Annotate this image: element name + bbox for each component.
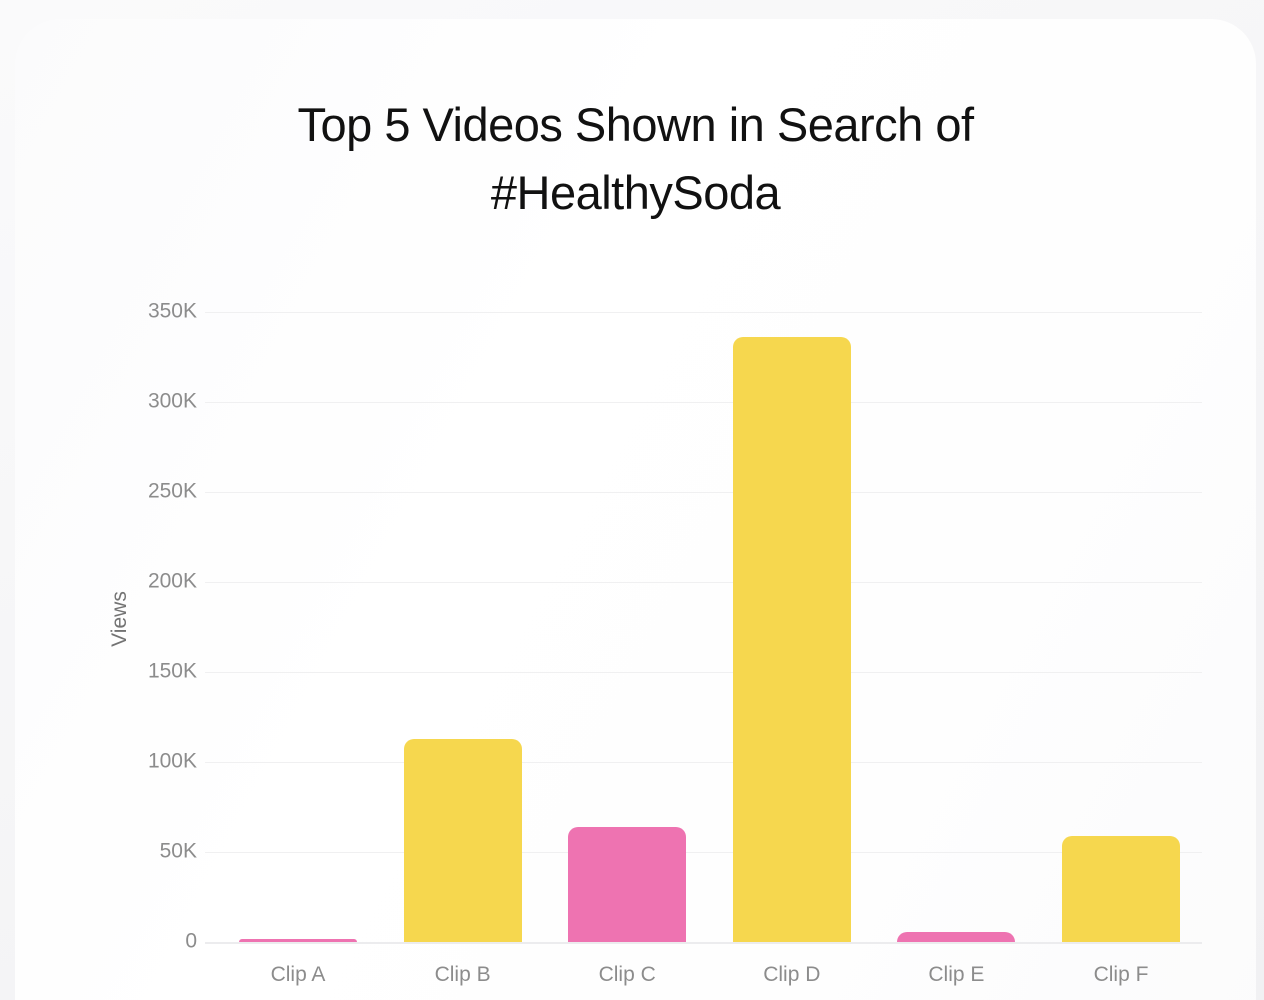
chart-title: Top 5 Videos Shown in Search of #Healthy… [15, 91, 1256, 227]
bar-clip-e [897, 932, 1016, 942]
y-tick-label: 0 [185, 929, 197, 953]
gridline [205, 492, 1202, 493]
y-tick-label: 300K [147, 389, 197, 413]
y-tick-label: 150K [147, 659, 197, 683]
gridline [205, 762, 1202, 763]
x-tick-label-clip-b: Clip B [434, 963, 491, 986]
gridline [205, 852, 1202, 853]
bar-clip-d [732, 337, 851, 942]
bar-clip-a [239, 939, 357, 942]
gridline [205, 672, 1202, 673]
y-tick-label: 100K [147, 749, 197, 773]
y-axis-title: Views [108, 591, 131, 647]
chart-title-line-2: #HealthySoda [490, 166, 781, 219]
x-axis-line [205, 942, 1202, 944]
x-tick-label-clip-c: Clip C [598, 963, 656, 986]
plot-area: 0 50K 100K 150K 200K 250K 300K 350K Clip A Clip B… [148, 300, 1202, 986]
gridline [205, 582, 1202, 583]
chart-card: Top 5 Videos Shown in Search of #Healthy… [15, 19, 1256, 1000]
chart-title-line-1: Top 5 Videos Shown in Search of [297, 98, 974, 151]
y-tick-label: 200K [147, 569, 197, 593]
x-tick-label-clip-e: Clip E [928, 963, 985, 986]
x-tick-label-clip-f: Clip F [1093, 963, 1149, 986]
y-tick-label: 250K [147, 479, 197, 503]
bar-clip-b [403, 738, 522, 942]
x-tick-label-clip-d: Clip D [763, 963, 821, 986]
bar-clip-f [1062, 835, 1180, 942]
y-tick-label: 350K [147, 299, 197, 323]
y-tick-label: 50K [159, 839, 197, 863]
x-tick-label-clip-a: Clip A [270, 963, 326, 986]
gridline [205, 312, 1202, 313]
bar-clip-c [568, 826, 687, 942]
gridline [205, 402, 1202, 403]
